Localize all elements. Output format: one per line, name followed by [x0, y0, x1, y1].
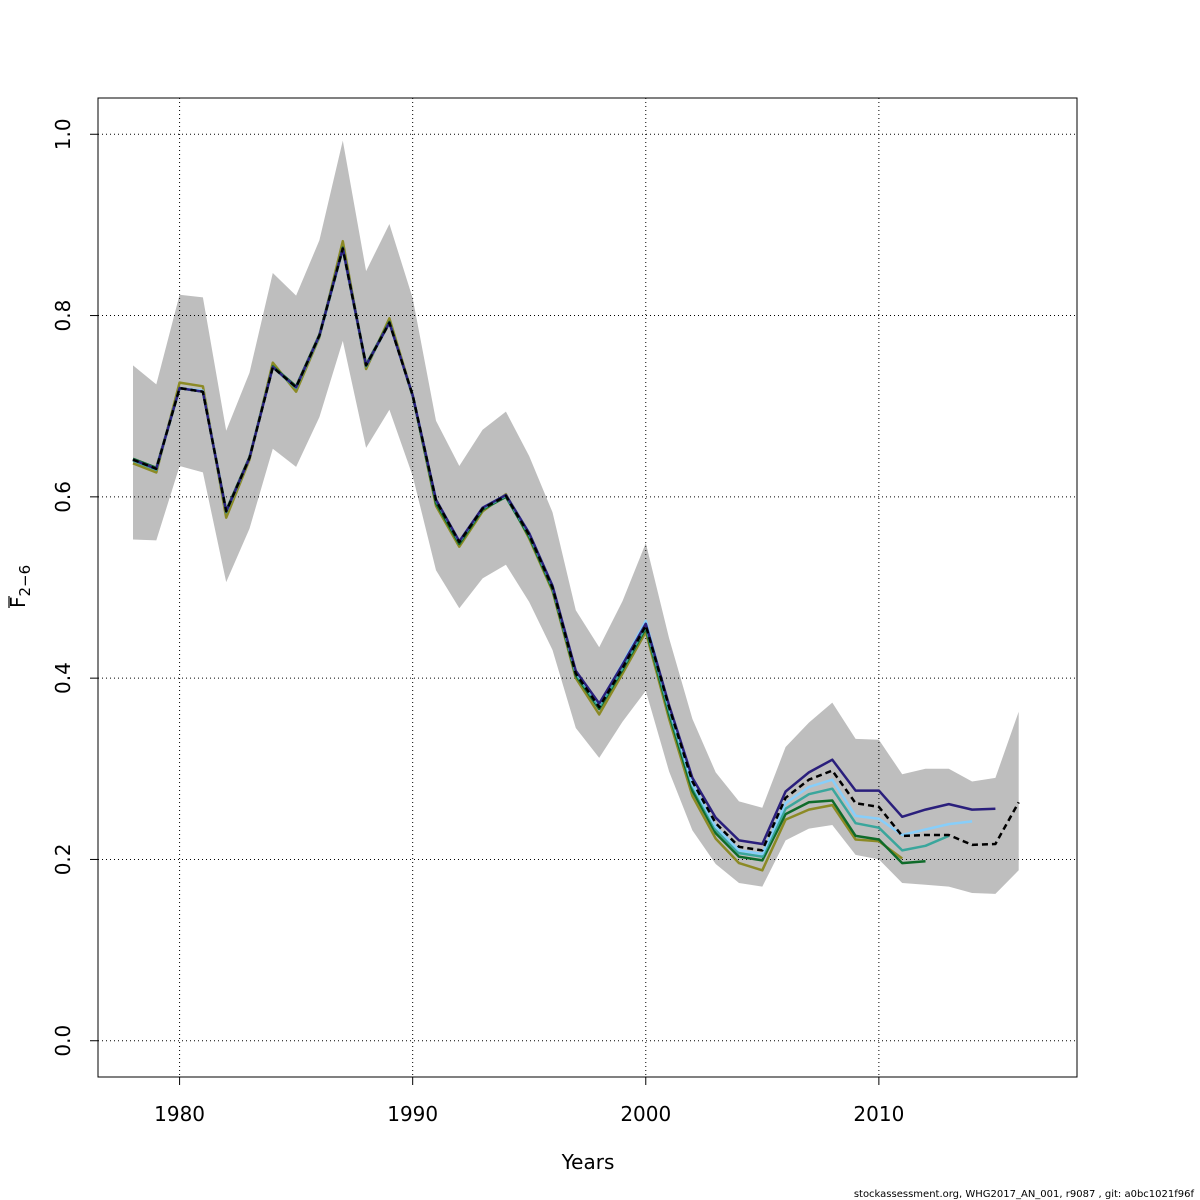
x-tick-label: 1990	[387, 1102, 438, 1126]
y-tick-label: 1.0	[51, 118, 75, 150]
y-axis-title-text: F2−6	[6, 565, 34, 608]
x-axis-title: Years	[561, 1150, 615, 1174]
y-axis-title: F2−6	[6, 565, 34, 608]
y-tick-label: 0.2	[51, 843, 75, 875]
x-axis: 1980 1990 2000 2010	[154, 1077, 904, 1126]
y-tick-label: 0.8	[51, 300, 75, 332]
footer-note: stockassessment.org, WHG2017_AN_001, r90…	[854, 1189, 1195, 1200]
x-tick-label: 2000	[620, 1102, 671, 1126]
confidence-band	[133, 141, 1019, 894]
confidence-band-layer	[133, 141, 1019, 894]
plot-frame	[98, 98, 1077, 1077]
y-tick-label: 0.6	[51, 481, 75, 513]
grid-layer	[98, 98, 1077, 1077]
y-tick-label: 0.4	[51, 662, 75, 694]
x-tick-label: 2010	[853, 1102, 904, 1126]
x-tick-label: 1980	[154, 1102, 205, 1126]
y-tick-label: 0.0	[51, 1025, 75, 1057]
y-axis: 0.0 0.2 0.4 0.6 0.8 1.0	[51, 118, 98, 1056]
